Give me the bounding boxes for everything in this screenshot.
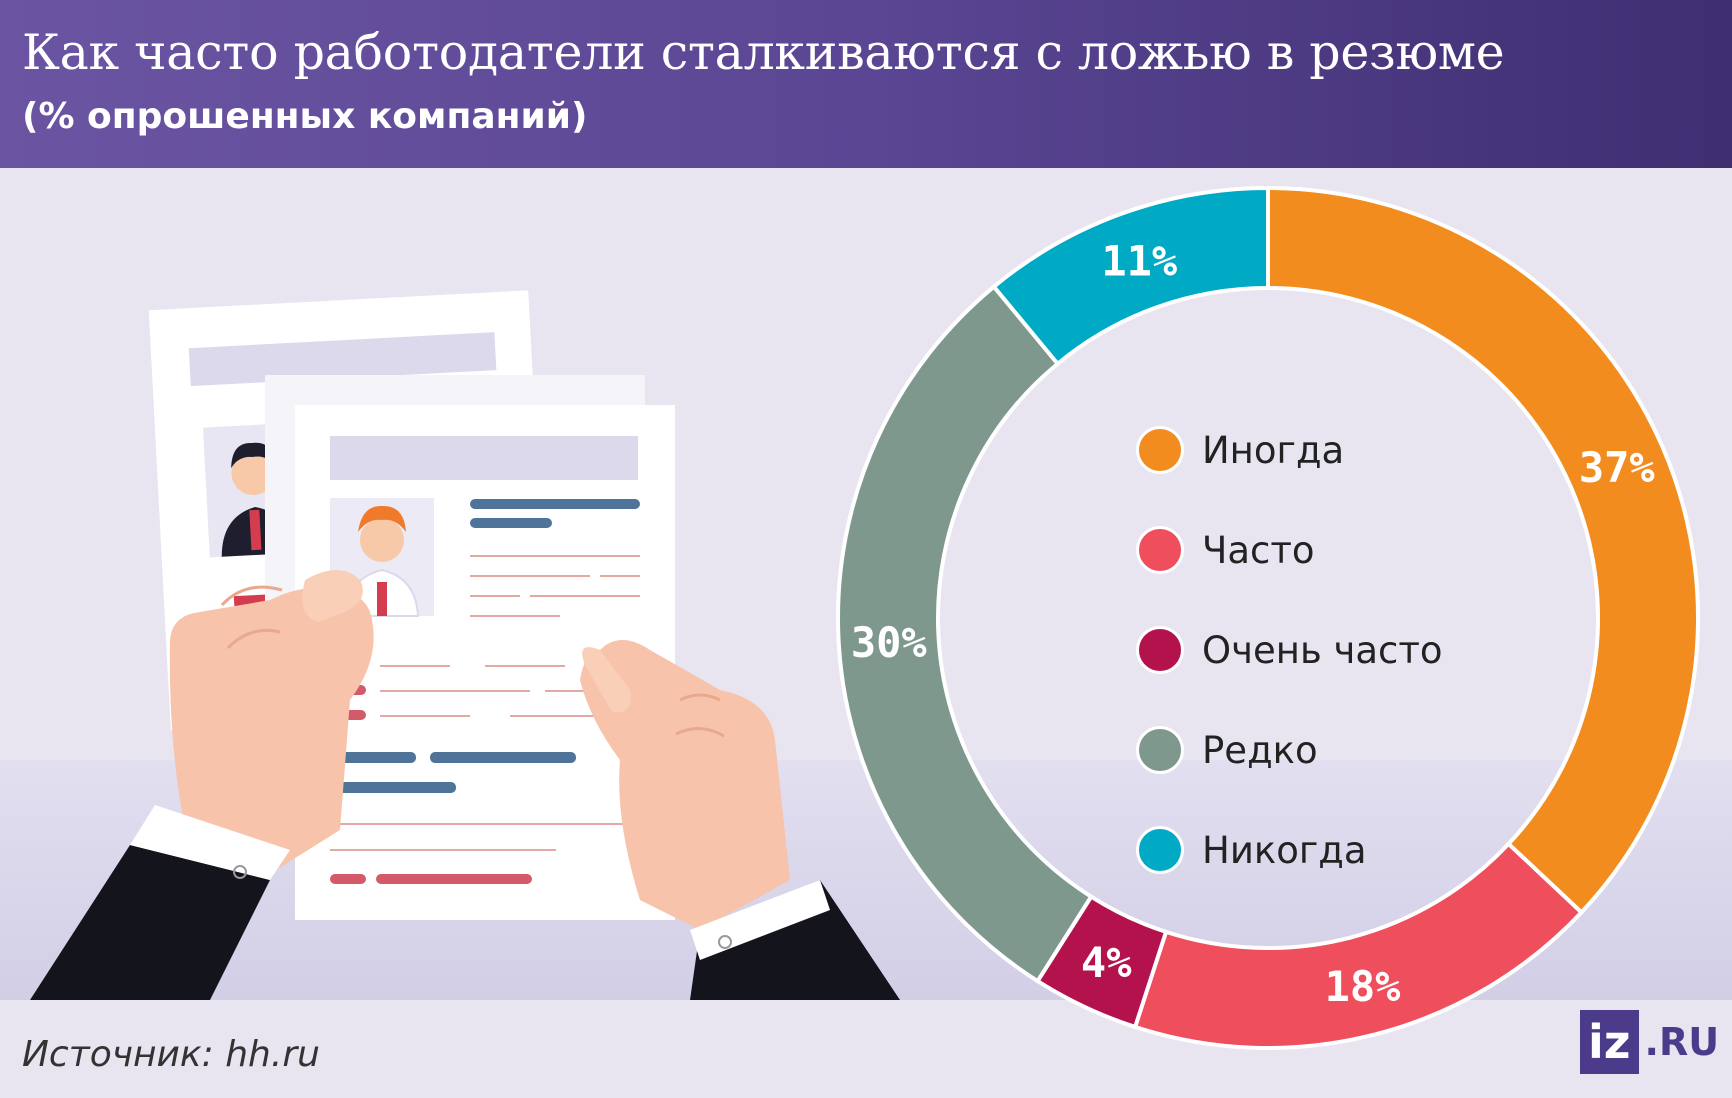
legend-item: Очень часто xyxy=(1136,600,1443,700)
donut-slice xyxy=(991,185,1270,367)
legend-item: Часто xyxy=(1136,500,1443,600)
slice-value-label: 37% xyxy=(1579,443,1655,492)
header-banner: Как часто работодатели сталкиваются с ло… xyxy=(0,0,1732,168)
legend-item: Иногда xyxy=(1136,400,1443,500)
slice-value-label: 11% xyxy=(1101,236,1177,285)
legend-label: Никогда xyxy=(1202,828,1367,872)
legend-swatch xyxy=(1136,726,1184,774)
slice-value-label: 4% xyxy=(1081,938,1132,987)
donut-slice xyxy=(1266,185,1700,916)
donut-slice xyxy=(835,283,1094,984)
legend-label: Очень часто xyxy=(1202,628,1443,672)
slice-value-label: 18% xyxy=(1325,962,1401,1011)
legend-swatch xyxy=(1136,826,1184,874)
legend-label: Редко xyxy=(1202,728,1318,772)
chart-title: Как часто работодатели сталкиваются с ло… xyxy=(22,24,1505,81)
source-note: Источник: hh.ru xyxy=(22,1034,320,1075)
legend-item: Никогда xyxy=(1136,800,1443,900)
legend-swatch xyxy=(1136,626,1184,674)
logo-box: iz xyxy=(1580,1010,1639,1074)
legend-swatch xyxy=(1136,526,1184,574)
chart-subtitle: (% опрошенных компаний) xyxy=(22,96,588,137)
logo-text: .RU xyxy=(1644,1020,1720,1064)
resume-hands-illustration xyxy=(30,290,900,1000)
legend-label: Иногда xyxy=(1202,428,1345,472)
legend-label: Часто xyxy=(1202,528,1315,572)
legend-swatch xyxy=(1136,426,1184,474)
iz-logo: iz .RU xyxy=(1580,1010,1719,1074)
chart-legend: Иногда Часто Очень часто Редко Никогда xyxy=(1136,400,1443,900)
slice-value-label: 30% xyxy=(851,618,927,667)
legend-item: Редко xyxy=(1136,700,1443,800)
